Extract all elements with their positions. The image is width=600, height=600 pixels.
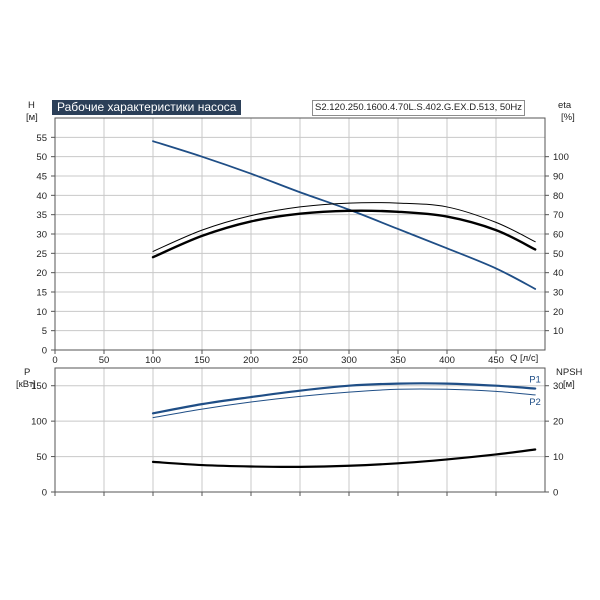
top-tick-label-left: 25 bbox=[36, 249, 47, 260]
npsh-axis-name: NPSH bbox=[556, 367, 583, 378]
npsh-curve bbox=[151, 448, 537, 468]
bottom-tick-label-left: 150 bbox=[31, 381, 47, 392]
top-tick-label-left: 40 bbox=[36, 191, 47, 202]
top-tick-label-x: 300 bbox=[341, 355, 357, 366]
top-tick-label-x: 100 bbox=[145, 355, 161, 366]
top-tick-label-left: 45 bbox=[36, 172, 47, 183]
top-tick-label-right: 20 bbox=[553, 307, 564, 318]
top-tick-label-left: 10 bbox=[36, 307, 47, 318]
top-tick-label-x: 50 bbox=[99, 355, 110, 366]
eta-axis-name: eta bbox=[558, 100, 572, 111]
top-tick-label-right: 50 bbox=[553, 249, 564, 260]
flow-axis-label: Q [л/с] bbox=[510, 353, 539, 364]
bottom-tick-label-right: 30 bbox=[553, 381, 564, 392]
top-tick-label-left: 15 bbox=[36, 288, 47, 299]
efficiency-curve-lower bbox=[151, 209, 537, 259]
head-axis-unit: [м] bbox=[26, 112, 38, 123]
bottom-tick-label-left: 100 bbox=[31, 417, 47, 428]
bottom-tick-label-right: 10 bbox=[553, 452, 564, 463]
head-axis-name: H bbox=[28, 100, 35, 111]
top-tick-label-left: 0 bbox=[42, 346, 47, 357]
bottom-tick-label-right: 20 bbox=[553, 417, 564, 428]
power-axis-unit: [кВт] bbox=[16, 379, 36, 390]
top-tick-label-x: 250 bbox=[292, 355, 308, 366]
top-panel: 0 5 10 15 20 25 30 35 40 45 50 55 10 20 30 40 50 60 70 80 90… bbox=[36, 117, 569, 366]
top-tick-label-left: 30 bbox=[36, 230, 47, 241]
top-tick-label-x: 400 bbox=[439, 355, 455, 366]
top-tick-label-right: 40 bbox=[553, 268, 564, 279]
top-tick-label-left: 55 bbox=[36, 133, 47, 144]
top-tick-label-left: 20 bbox=[36, 268, 47, 279]
top-tick-label-right: 10 bbox=[553, 326, 564, 337]
top-tick-label-x: 200 bbox=[243, 355, 259, 366]
bottom-panel: 0 50 100 150 0 10 20 30 bbox=[31, 367, 564, 499]
top-tick-label-right: 90 bbox=[553, 172, 564, 183]
top-tick-label-right: 70 bbox=[553, 210, 564, 221]
top-tick-label-right: 60 bbox=[553, 230, 564, 241]
top-tick-label-left: 35 bbox=[36, 210, 47, 221]
pump-model-label: S2.120.250.1600.4.70L.S.402.G.EX.D.513, … bbox=[312, 100, 526, 116]
top-tick-label-right: 30 bbox=[553, 288, 564, 299]
top-tick-label-x: 150 bbox=[194, 355, 210, 366]
series-label-p2: P2 bbox=[529, 397, 541, 408]
npsh-axis-unit: [м] bbox=[563, 379, 575, 390]
top-tick-label-x: 450 bbox=[488, 355, 504, 366]
bottom-tick-label-right: 0 bbox=[553, 488, 558, 499]
bottom-tick-label-left: 50 bbox=[36, 452, 47, 463]
top-tick-label-left: 50 bbox=[36, 152, 47, 163]
top-tick-label-right: 80 bbox=[553, 191, 564, 202]
top-tick-label-left: 5 bbox=[42, 326, 47, 337]
power-p1-curve bbox=[151, 382, 537, 415]
power-p2-curve bbox=[152, 388, 536, 419]
eta-axis-unit: [%] bbox=[561, 112, 575, 123]
top-tick-label-right: 100 bbox=[553, 152, 569, 163]
series-label-p1: P1 bbox=[529, 375, 541, 386]
chart-title: Рабочие характеристики насоса bbox=[52, 100, 242, 115]
bottom-tick-label-left: 0 bbox=[42, 488, 47, 499]
efficiency-curve-upper bbox=[152, 202, 536, 252]
top-tick-label-x: 350 bbox=[390, 355, 406, 366]
top-tick-label-x: 0 bbox=[52, 355, 57, 366]
power-axis-name: P bbox=[24, 367, 31, 378]
